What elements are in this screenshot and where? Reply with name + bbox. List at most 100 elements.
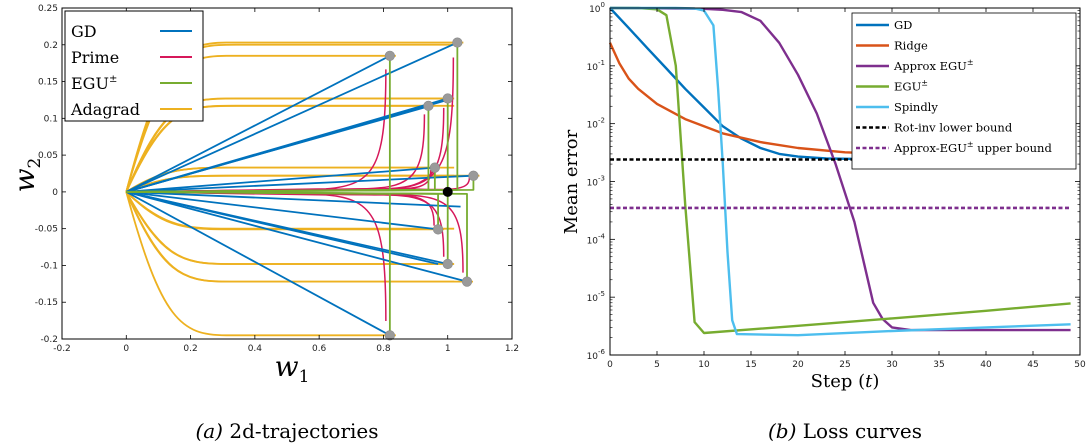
x-tick-label: 50 [1074,360,1086,370]
endpoint-marker [442,93,453,104]
gd-trajectory-extra-1 [126,106,426,193]
legend-entry-label: EGU± [894,79,928,94]
series-line-2 [609,6,1071,332]
y-tick-base: 10 [587,179,599,189]
legend-name: Ridge [894,39,928,53]
y-tick-label: 0.05 [38,151,58,161]
legend-name: Prime [71,48,119,67]
x-tick-label: 30 [886,360,898,370]
y-axis-label-main: w [8,168,41,192]
y-tick-label: 10-6 [587,348,606,362]
panel-a-caption: (a) 2d-trajectories [195,419,378,443]
legend-name: EGU [71,74,109,93]
y-tick-label: 10-4 [587,232,606,246]
x-tick-label: 0.6 [312,344,327,354]
y-tick-label: 0.15 [38,78,58,88]
y-tick-label: 0.1 [44,114,58,124]
y-axis-label-sub: 2 [25,158,45,169]
legend-entry-label: GD [894,18,912,32]
x-tick-label: 0.4 [248,344,263,354]
panel-a-axes-box [61,7,513,340]
x-tick-label: 20 [792,360,804,370]
x-tick-label: 0 [123,344,129,354]
y-tick-exp: -6 [598,348,606,356]
y-tick-label: 10-2 [587,117,605,131]
legend-entry-label: Approx-EGU± upper bound [893,140,1052,155]
y-tick-base: 10 [587,236,599,246]
y-tick-base: 10 [587,294,599,304]
legend-entry-label: GD [71,22,97,41]
y-tick-exp: 0 [601,1,605,9]
caption-letter: (a) [195,419,223,443]
adagrad-trajectory-extra-6 [125,191,455,265]
endpoint-marker [432,224,444,235]
y-tick-label: 10-1 [587,59,605,73]
x-axis-label-sub: 1 [299,367,310,387]
legend-box [64,10,204,122]
y-tick-label: 10-5 [587,290,605,304]
x-tick-label: 35 [933,360,944,370]
y-tick-label: 0.25 [38,4,58,14]
x-tick-label: 1.2 [505,344,519,354]
y-tick-label: -0.1 [40,261,58,271]
legend-name: EGU [894,80,922,94]
endpoint-marker [384,50,395,61]
x-axis-label-main: Step ( [811,371,865,392]
y-tick-label: 0 [52,188,58,198]
prime-trajectory-5 [126,177,471,193]
gd-trajectory-1 [125,41,458,193]
gd-trajectory-extra-2 [126,190,461,208]
endpoint-marker [461,276,473,287]
egu-trajectory-9 [126,190,391,336]
x-tick-label: 5 [654,360,660,370]
legend-name-sup: ± [109,74,117,85]
panel-a-legend: GD Prime EGU± Adagrad [64,10,204,122]
y-tick-exp: -5 [598,290,605,298]
y-tick-label: -0.15 [35,298,58,308]
endpoint-marker [429,162,440,173]
legend-name-sup: ± [967,58,974,67]
x-tick-label: -0.2 [53,344,71,354]
legend-entry-label: Prime [71,48,119,67]
panel-b-plot: 0 5 10 15 20 25 30 35 40 45 5010-610-510-410-310-2… [561,1,1086,443]
gd-trajectory-0 [125,55,391,193]
adagrad-trajectory-extra-4 [125,174,455,193]
adagrad-trajectory-extra-7 [125,191,455,283]
gd-trajectory-4 [126,166,435,193]
x-tick-label: 1 [445,344,451,354]
x-axis-label-end: ) [872,371,879,392]
legend-name-sup: ± [967,140,974,149]
y-tick-base: 10 [587,63,599,73]
caption-letter: (b) [768,419,796,443]
y-tick-label: -0.2 [40,335,58,345]
gd-trajectory-8 [126,191,468,283]
y-axis-label: Mean error [561,129,582,234]
legend-entry-label: Adagrad [70,100,140,119]
legend-entry-label: Approx EGU± [893,58,974,73]
x-tick-label: 15 [745,360,756,370]
x-axis-label-main: w [275,350,299,383]
gd-trajectory-6 [126,190,439,231]
legend-box [851,12,1077,170]
x-tick-label: 40 [980,360,992,370]
y-tick-exp: -3 [598,175,605,183]
y-axis-label: w2 [8,158,45,193]
adagrad-trajectory-9 [125,191,396,337]
caption-text: Loss curves [796,419,922,443]
y-tick-exp: -4 [598,232,606,240]
y-tick-label: 100 [589,1,605,15]
x-tick-label: 0.8 [376,344,391,354]
prime-trajectory-8 [126,191,464,273]
legend-name: GD [71,22,97,41]
y-tick-base: 10 [587,121,599,131]
legend-name: Rot-inv lower bound [894,121,1013,135]
y-tick-base: 10 [587,352,599,362]
legend-name-sup: ± [921,79,928,88]
legend-name: Approx-EGU [893,141,967,155]
legend-entry-label: Ridge [894,39,928,53]
legend-name: GD [894,18,912,32]
panel-a-plot: -0.2 0 0.2 0.4 0.6 0.8 1 1.2 -0.2 -0.15 -0.1 -0.05 0… [8,4,519,443]
prime-trajectory-9 [126,191,387,321]
series-line-4 [610,6,1071,337]
